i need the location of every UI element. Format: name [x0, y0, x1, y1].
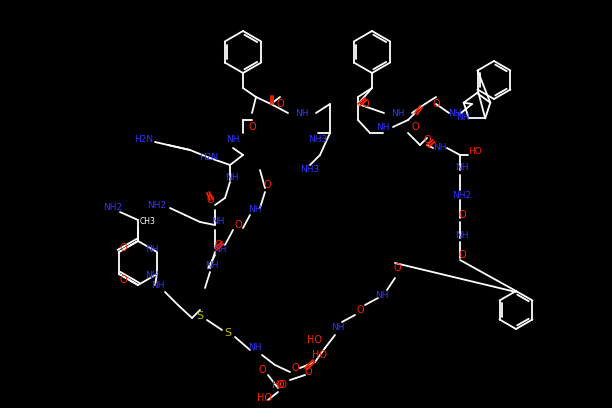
Text: O: O: [214, 240, 222, 250]
Text: NH: NH: [211, 217, 225, 226]
Text: CH3: CH3: [140, 217, 156, 226]
Text: O: O: [361, 99, 369, 109]
Text: NH: NH: [331, 324, 345, 333]
Text: NH: NH: [455, 231, 469, 239]
Text: H2N: H2N: [199, 153, 218, 162]
Text: HO: HO: [272, 380, 288, 390]
Text: NH: NH: [433, 144, 447, 153]
Text: HO: HO: [258, 393, 272, 403]
Text: NH2: NH2: [147, 200, 166, 209]
Text: NH: NH: [248, 206, 262, 215]
Text: NH: NH: [226, 135, 240, 144]
Text: O: O: [291, 363, 299, 373]
Text: NH: NH: [295, 109, 308, 118]
Text: O: O: [423, 135, 431, 145]
Text: O: O: [276, 380, 284, 390]
Text: O: O: [304, 367, 312, 377]
Text: NH: NH: [248, 344, 262, 353]
Text: NH: NH: [205, 260, 218, 270]
Text: NH: NH: [213, 246, 227, 255]
Text: HO: HO: [307, 335, 323, 345]
Text: S: S: [225, 328, 231, 338]
Text: S: S: [196, 311, 204, 321]
Text: NH3: NH3: [308, 135, 327, 144]
Text: O: O: [258, 365, 266, 375]
Text: O: O: [119, 275, 127, 285]
Text: NH: NH: [391, 109, 405, 118]
Text: O: O: [458, 250, 466, 260]
Text: O: O: [263, 180, 271, 190]
Text: HO: HO: [313, 350, 327, 360]
Text: NH: NH: [455, 164, 469, 173]
Text: O: O: [276, 99, 284, 109]
Text: O: O: [393, 263, 401, 273]
Text: O: O: [356, 305, 364, 315]
Text: NH2: NH2: [452, 191, 472, 200]
Text: NH: NH: [375, 290, 389, 299]
Text: NH: NH: [376, 122, 390, 131]
Text: H2N: H2N: [134, 135, 153, 144]
Text: NH: NH: [457, 113, 470, 122]
Text: O: O: [248, 122, 256, 132]
Text: O: O: [234, 220, 242, 230]
Text: O: O: [119, 243, 127, 253]
Text: HO: HO: [468, 148, 482, 157]
Text: NH3: NH3: [300, 166, 319, 175]
Text: NH: NH: [225, 173, 239, 182]
Text: NH2: NH2: [103, 204, 122, 213]
Text: O: O: [432, 99, 440, 109]
Text: NH: NH: [448, 109, 461, 118]
Text: NH: NH: [151, 281, 165, 290]
Text: O: O: [411, 122, 419, 132]
Text: NH: NH: [145, 246, 159, 255]
Text: O: O: [458, 210, 466, 220]
Text: NH: NH: [145, 271, 159, 281]
Text: O: O: [206, 195, 214, 205]
